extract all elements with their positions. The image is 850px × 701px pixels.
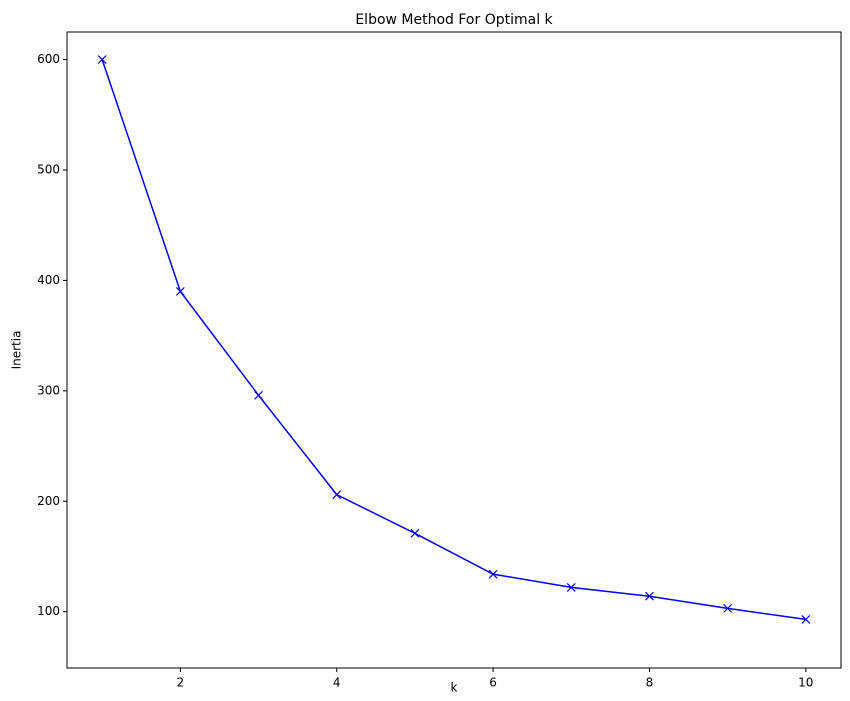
marker [723,603,733,613]
y-tick-label: 300 [37,383,60,397]
marker-stroke [723,603,733,613]
y-tick-label: 100 [37,604,60,618]
marker-stroke [488,569,498,579]
x-tick-label: 2 [177,676,185,690]
marker [488,569,498,579]
marker [254,390,263,400]
y-axis-label: Inertia [10,331,24,370]
marker-stroke [332,490,342,500]
marker [801,614,811,624]
line [101,59,806,621]
marker [332,490,342,500]
marker-stroke [254,390,263,400]
marker-stroke [410,528,420,538]
marker [97,55,107,65]
marker-stroke [566,582,576,592]
x-tick-label: 6 [489,676,497,690]
y-tick-label: 500 [37,163,60,177]
chart-title: Elbow Method For Optimal k [355,12,553,28]
y-tick-label: 400 [37,273,60,287]
x-tick-label: 10 [798,676,813,690]
marker-stroke [175,287,185,296]
x-tick-label: 4 [333,676,341,690]
marker-stroke [645,591,654,601]
marker-stroke [97,55,107,65]
marker [645,591,654,601]
marker [410,528,420,538]
x-axis-label: k [451,681,458,695]
marker-stroke [801,614,811,624]
y-tick-label: 600 [37,52,60,66]
marker [566,582,576,592]
x-tick-label: 8 [646,676,654,690]
plot-frame [66,31,842,669]
y-tick-label: 200 [37,494,60,508]
marker [175,287,185,296]
